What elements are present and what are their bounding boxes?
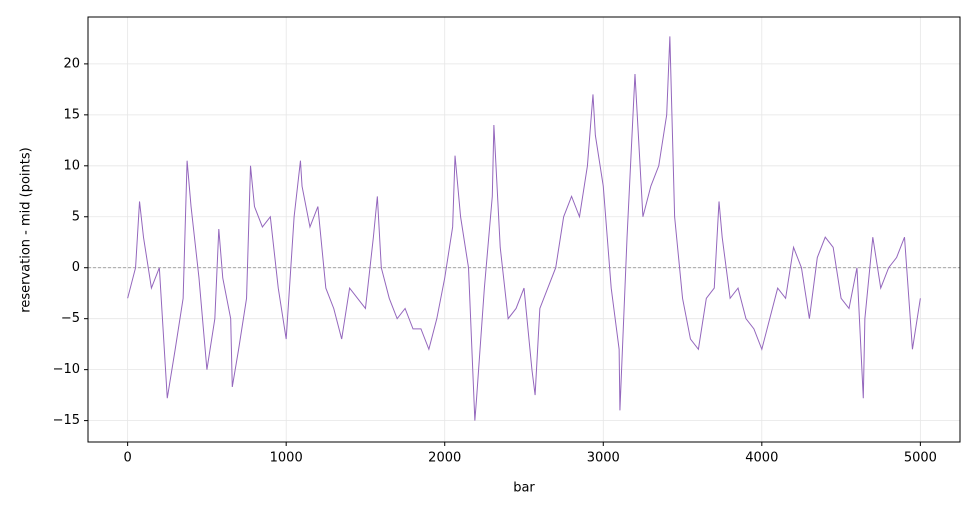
- x-tick-label: 1000: [270, 451, 303, 466]
- x-tick-label: 2000: [428, 451, 461, 466]
- y-tick-label: 10: [63, 158, 80, 173]
- x-axis-label: bar: [513, 481, 535, 496]
- x-tick-label: 4000: [745, 451, 778, 466]
- y-tick-label: 5: [72, 209, 80, 224]
- data-line: [127, 36, 921, 421]
- y-tick-label: 0: [72, 260, 80, 275]
- y-tick-label: 20: [63, 56, 80, 71]
- y-tick-label: 15: [63, 107, 80, 122]
- plot-frame: [87, 16, 961, 443]
- x-tick-label: 0: [123, 451, 131, 466]
- y-tick-label: −5: [61, 311, 80, 326]
- y-axis-label: reservation - mid (points): [19, 147, 34, 312]
- y-tick-label: −15: [53, 413, 80, 428]
- y-tick-label: −10: [53, 362, 80, 377]
- x-tick-label: 5000: [904, 451, 937, 466]
- x-tick-label: 3000: [587, 451, 620, 466]
